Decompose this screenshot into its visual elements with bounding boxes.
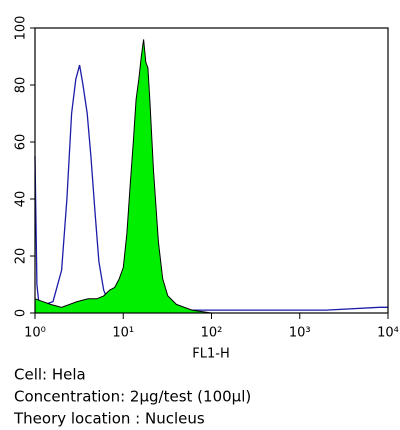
x-tick-label: 10³ bbox=[289, 326, 311, 341]
caption-line: Cell: Hela bbox=[14, 366, 86, 384]
y-tick-label: 60 bbox=[14, 134, 29, 151]
x-tick-label: 10¹ bbox=[112, 326, 134, 341]
x-tick-label: 10⁰ bbox=[24, 326, 46, 341]
y-tick-label: 20 bbox=[14, 248, 29, 265]
x-tick-label: 10⁴ bbox=[377, 326, 399, 341]
y-tick-label: 80 bbox=[14, 77, 29, 94]
histogram-area bbox=[34, 39, 388, 314]
y-tick-label: 40 bbox=[14, 191, 29, 208]
histogram-line bbox=[34, 64, 388, 311]
caption-line: Concentration: 2μg/test (100μl) bbox=[14, 388, 251, 406]
x-axis-label: FL1-H bbox=[192, 347, 229, 362]
x-tick-label: 10² bbox=[201, 326, 223, 341]
y-tick-label: 100 bbox=[14, 16, 29, 41]
caption-line: Theory location : Nucleus bbox=[13, 410, 205, 428]
y-tick-label: 0 bbox=[14, 309, 29, 317]
plot-frame bbox=[34, 27, 389, 314]
